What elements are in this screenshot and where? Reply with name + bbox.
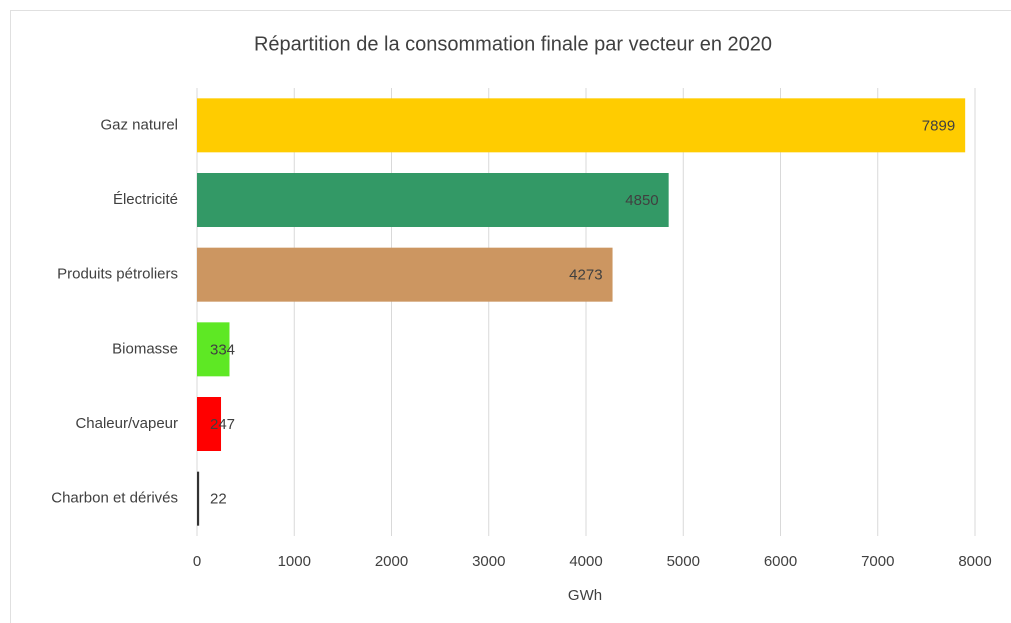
y-tick-label: Biomasse [112,340,178,357]
chart-frame [10,10,1011,623]
data-label: 4273 [569,267,602,284]
y-tick-label: Électricité [113,191,178,208]
y-tick-label: Charbon et dérivés [51,490,178,507]
x-tick-label: 5000 [667,553,700,570]
x-tick-label: 7000 [861,553,894,570]
bar [197,98,966,153]
data-label: 247 [210,416,235,433]
x-axis-label: GWh [568,587,602,604]
data-label: 334 [210,341,235,358]
x-tick-label: 8000 [958,553,991,570]
bar [197,397,222,451]
data-label: 4850 [625,192,658,209]
x-tick-label: 1000 [278,553,311,570]
bar [197,173,669,227]
bar [197,247,613,302]
x-tick-label: 3000 [472,553,505,570]
chart-title: Répartition de la consommation finale pa… [254,33,772,55]
x-tick-label: 2000 [375,553,408,570]
x-tick-label: 4000 [569,553,602,570]
x-tick-label: 0 [193,553,201,570]
x-tick-label: 6000 [764,553,797,570]
y-tick-label: Gaz naturel [100,116,178,133]
y-tick-label: Chaleur/vapeur [75,415,178,432]
y-tick-label: Produits pétroliers [57,266,178,283]
data-label: 7899 [922,117,955,134]
bar [197,471,200,526]
data-label: 22 [210,491,227,508]
bar [197,322,230,377]
